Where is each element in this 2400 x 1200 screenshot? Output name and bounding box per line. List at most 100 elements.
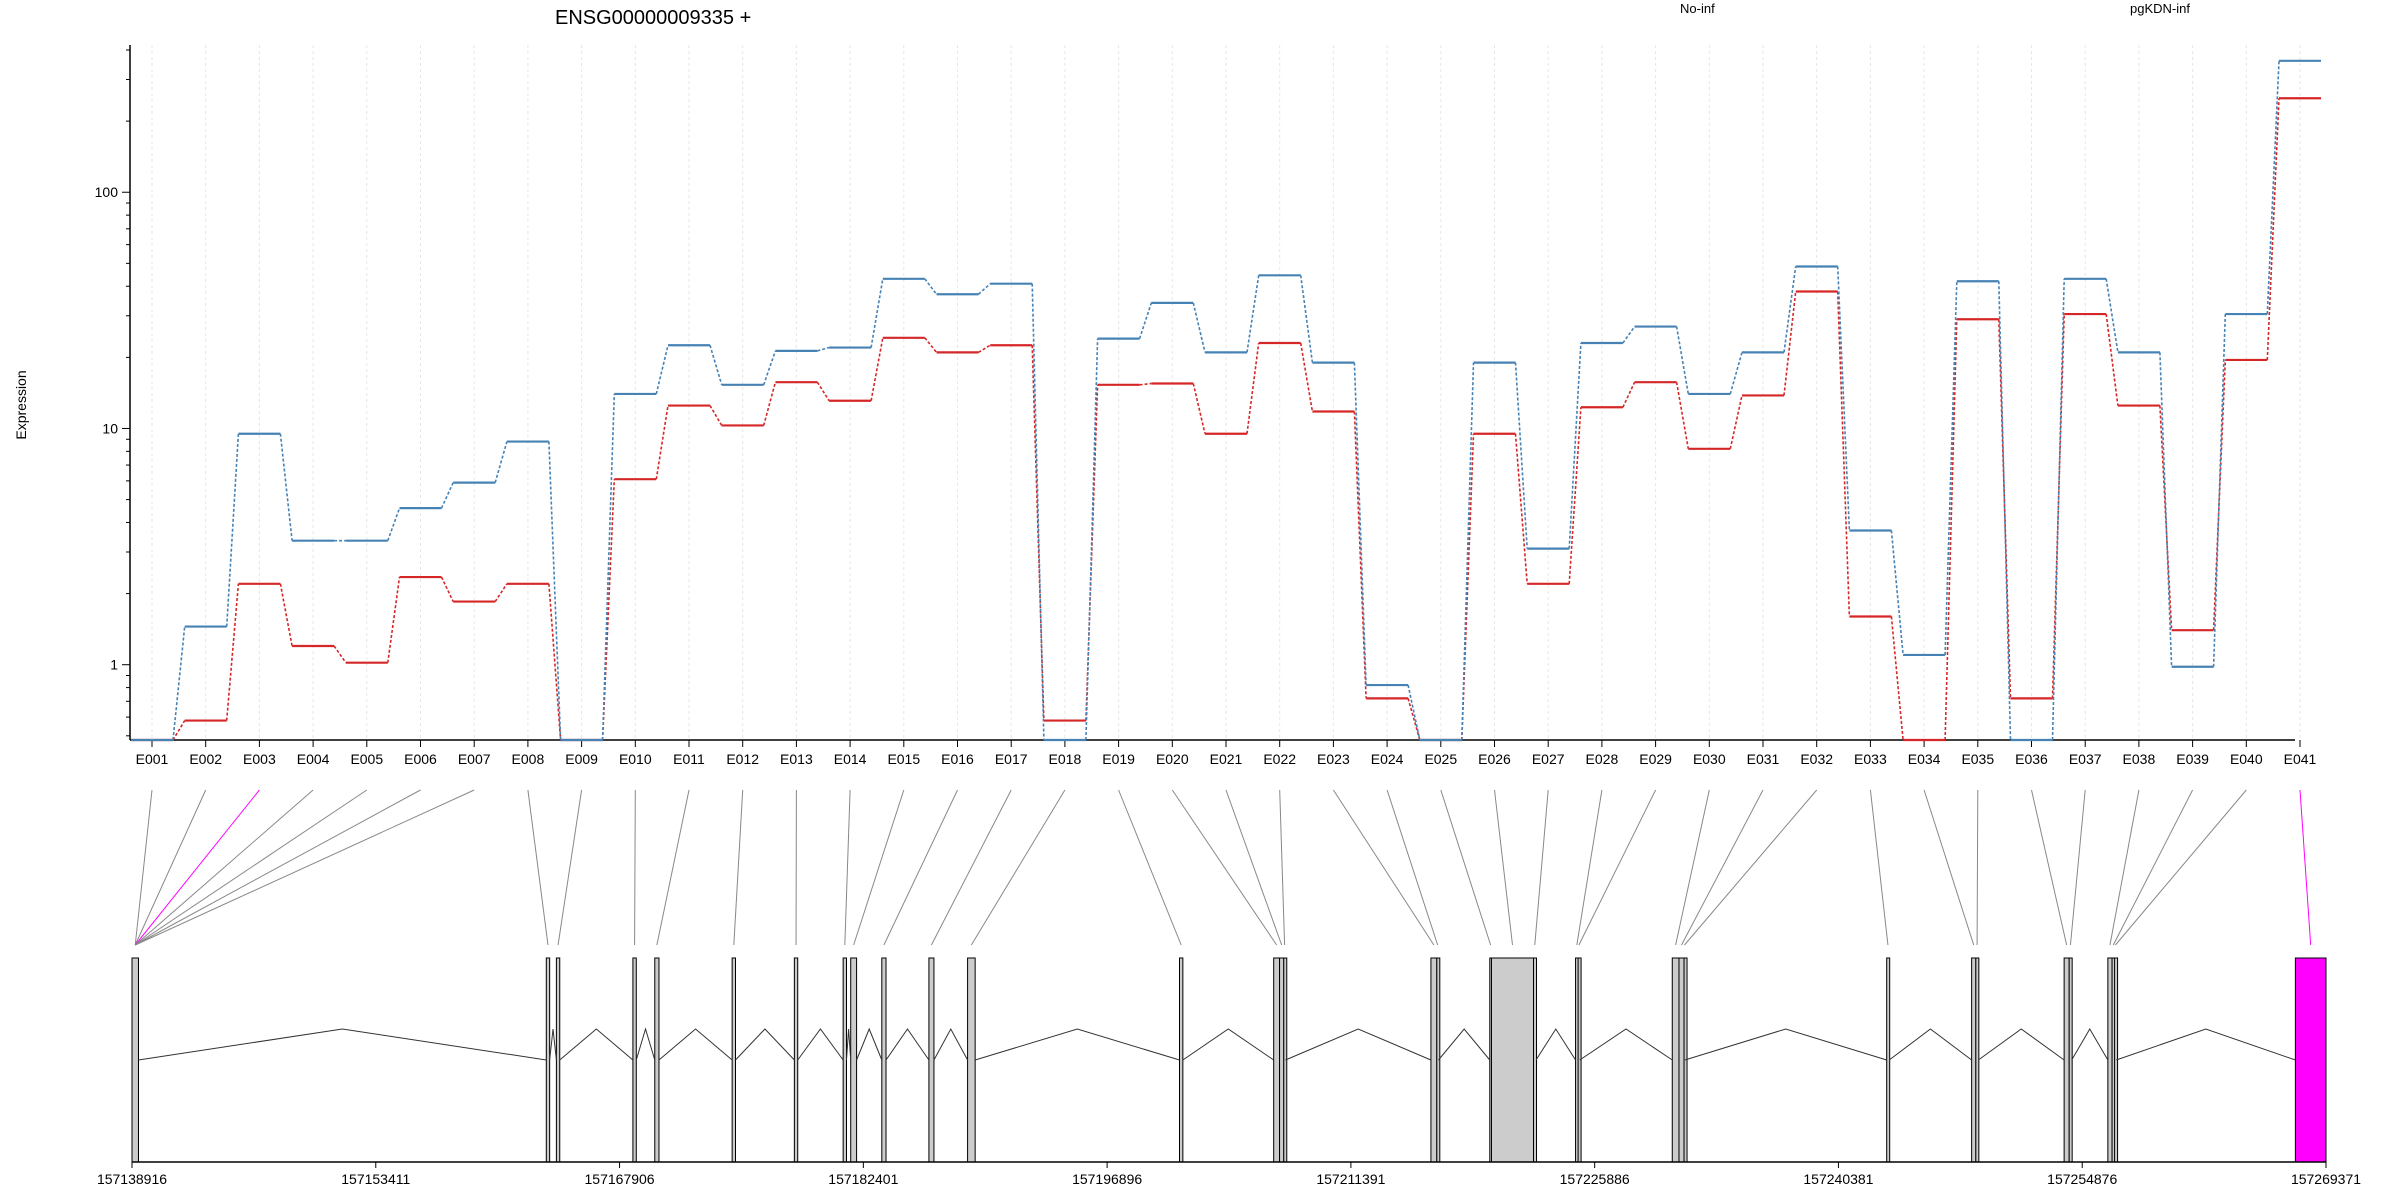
x-tick-label: E005	[350, 751, 383, 767]
exon-connector	[1681, 789, 1764, 946]
series-step-no-inf	[1299, 342, 1314, 412]
series-step-pgkdn-inf	[1192, 302, 1206, 353]
genomic-tick-label: 157225886	[1560, 1171, 1630, 1187]
series-step-no-inf	[548, 583, 562, 741]
series-step-no-inf	[1729, 395, 1743, 449]
x-tick-label: E027	[1532, 751, 1565, 767]
exon-box	[731, 957, 736, 1163]
x-tick-label: E006	[404, 751, 437, 767]
intron-line	[1285, 1028, 1432, 1061]
x-tick-label: E032	[1800, 751, 1833, 767]
x-tick-label: E035	[1961, 751, 1994, 767]
exon-box	[1678, 957, 1685, 1163]
x-tick-label: E019	[1102, 751, 1135, 767]
series-step-pgkdn-inf	[1246, 275, 1260, 353]
grid	[151, 45, 2301, 740]
exon-connector	[2031, 789, 2068, 946]
exon-box	[928, 957, 935, 1163]
series-step-pgkdn-inf	[1031, 283, 1045, 741]
exon-box	[793, 957, 799, 1163]
y-tick-label: 1	[110, 657, 118, 673]
series-step-no-inf	[1675, 382, 1690, 449]
x-tick-label: E041	[2284, 751, 2317, 767]
series-step-no-inf	[1407, 698, 1421, 741]
exon-connector	[844, 789, 851, 946]
series-step-pgkdn-inf	[709, 345, 723, 386]
x-tick-label: E022	[1263, 751, 1296, 767]
genomic-tick-label: 157211391	[1316, 1171, 1385, 1187]
exon-connector	[134, 789, 314, 946]
x-tick-label: E002	[189, 751, 222, 767]
series-step-no-inf	[1353, 411, 1367, 699]
exon-connector	[1684, 789, 1818, 946]
exon-box	[2063, 957, 2070, 1163]
exon-box	[850, 957, 858, 1163]
exon-connector	[1440, 789, 1492, 946]
exon-connector	[1118, 789, 1182, 946]
x-tick-label: E013	[780, 751, 813, 767]
exon-connector	[557, 789, 583, 946]
legend-item-no-inf: No-inf	[1680, 1, 1715, 16]
series-step-no-inf	[1139, 382, 1152, 386]
exon-box	[654, 957, 660, 1163]
intron-line	[2116, 1028, 2296, 1061]
x-tick-label: E009	[565, 751, 598, 767]
exon-box	[881, 957, 887, 1163]
x-tick-label: E037	[2069, 751, 2102, 767]
intron-line	[1438, 1028, 1491, 1061]
x-tick-label: E003	[243, 751, 276, 767]
intron-line	[2071, 1028, 2109, 1061]
x-tick-label: E015	[887, 751, 920, 767]
exon-connector	[134, 789, 368, 946]
series-step-pgkdn-inf	[2051, 278, 2065, 741]
series-step-pgkdn-inf	[440, 482, 454, 509]
exon-box	[1436, 957, 1441, 1163]
series-step-no-inf	[1568, 407, 1582, 584]
series-step-pgkdn-inf	[279, 433, 293, 541]
series-step-pgkdn-inf	[1514, 362, 1528, 549]
series-step-pgkdn-inf	[2105, 278, 2119, 353]
genomic-tick-label: 157196896	[1072, 1171, 1142, 1187]
exon-connector	[2115, 789, 2247, 946]
series-step-pgkdn-inf	[924, 278, 938, 295]
exon-box	[131, 957, 139, 1163]
series-step-no-inf	[172, 720, 186, 741]
x-tick-label: E034	[1908, 751, 1941, 767]
axes: 1 10 100 E001 E002 E003 E004 E005 E006 E007 E008 E0…	[95, 45, 2317, 767]
x-tick-label: E033	[1854, 751, 1887, 767]
series-step-pgkdn-inf	[1944, 281, 1958, 655]
series-step-no-inf	[440, 576, 454, 602]
genomic-tick-label: 157167906	[585, 1171, 655, 1187]
genomic-tick-label: 157182401	[828, 1171, 898, 1187]
intron-line	[845, 1028, 852, 1061]
x-tick-label: E020	[1156, 751, 1189, 767]
x-tick-label: E014	[834, 751, 867, 767]
series-step-pgkdn-inf	[2159, 352, 2173, 667]
x-tick-label: E007	[458, 751, 491, 767]
series-step-pgkdn-inf	[1138, 302, 1153, 339]
series-step-no-inf	[978, 344, 991, 354]
series-step-no-inf	[1890, 616, 1904, 741]
series-step-pgkdn-inf	[2266, 60, 2280, 315]
intron-line	[1579, 1028, 1673, 1061]
x-tick-label: E031	[1747, 751, 1780, 767]
exon-connectors	[134, 789, 2312, 946]
series-step-pgkdn-inf	[1085, 338, 1099, 741]
exon-box	[545, 957, 551, 1163]
series-step-no-inf	[870, 337, 884, 401]
exon-connector	[1976, 789, 1979, 946]
series-step-no-inf	[1514, 433, 1528, 584]
series-step-pgkdn-inf	[977, 283, 991, 295]
x-tick-label: E030	[1693, 751, 1726, 767]
y-tick-label: 10	[102, 420, 118, 436]
intron-line	[885, 1028, 930, 1061]
series-step-pgkdn-inf	[1407, 684, 1421, 741]
series-step-pgkdn-inf	[172, 626, 186, 741]
series-step-no-inf	[2105, 313, 2119, 406]
intron-line	[1888, 1028, 1972, 1061]
exon-box	[1671, 957, 1680, 1163]
exon-connector	[656, 789, 690, 946]
gene-model: 157138916 157153411 157167906 157182401 1571…	[97, 957, 2361, 1187]
x-tick-label: E016	[941, 751, 974, 767]
intron-line	[1182, 1028, 1274, 1061]
